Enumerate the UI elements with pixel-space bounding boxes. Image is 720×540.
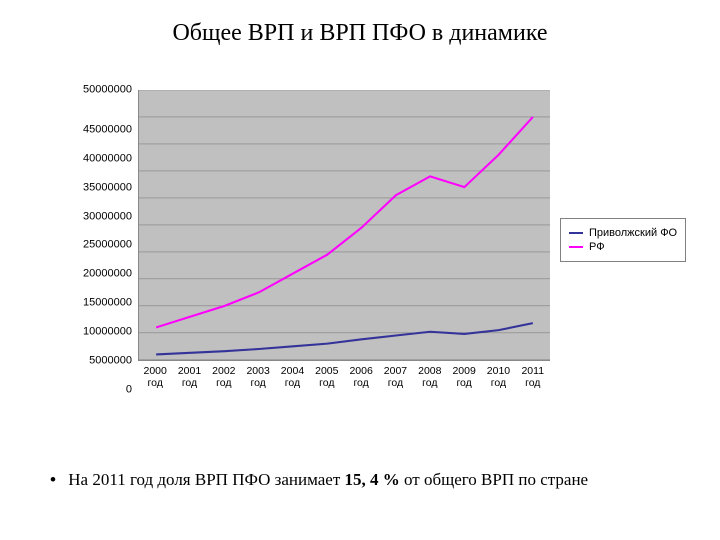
x-tick-label: 2000год [138, 361, 172, 390]
y-tick-label: 25000000 [83, 240, 132, 251]
chart-svg [139, 90, 550, 360]
x-tick-label: 2001год [172, 361, 206, 390]
y-tick-label: 10000000 [83, 327, 132, 338]
legend-inner: Приволжский ФО РФ [560, 218, 686, 262]
footnote-prefix: На 2011 год доля ВРП ПФО занимает [68, 470, 344, 489]
legend-label: РФ [589, 241, 605, 253]
x-tick-label: 2005год [310, 361, 344, 390]
y-tick-label: 50000000 [83, 85, 132, 96]
legend-row: РФ [569, 241, 677, 253]
y-tick-label: 0 [126, 384, 132, 395]
y-tick-label: 5000000 [89, 356, 132, 367]
legend-label: Приволжский ФО [589, 227, 677, 239]
legend-row: Приволжский ФО [569, 227, 677, 239]
footnote-bold: 15, 4 % [345, 470, 400, 489]
y-tick-label: 20000000 [83, 269, 132, 280]
y-tick-label: 35000000 [83, 182, 132, 193]
y-tick-label: 40000000 [83, 153, 132, 164]
chart-container: 5000000045000000400000003500000030000000… [70, 90, 670, 390]
legend-swatch [569, 232, 583, 234]
y-tick-label: 45000000 [83, 124, 132, 135]
x-tick-label: 2011год [516, 361, 550, 390]
x-axis: 2000год2001год2002год2003год2004год2005г… [138, 361, 550, 390]
footnote-suffix: от общего ВРП по стране [400, 470, 588, 489]
x-tick-label: 2004год [275, 361, 309, 390]
legend: Приволжский ФОРФ [560, 90, 670, 390]
y-axis: 5000000045000000400000003500000030000000… [70, 90, 138, 390]
y-tick-label: 15000000 [83, 298, 132, 309]
x-tick-label: 2002год [207, 361, 241, 390]
bullet-icon: • [50, 470, 64, 490]
x-tick-label: 2006год [344, 361, 378, 390]
x-tick-label: 2010год [481, 361, 515, 390]
footnote: • На 2011 год доля ВРП ПФО занимает 15, … [50, 470, 670, 490]
plot-area [138, 90, 550, 361]
x-tick-label: 2008год [413, 361, 447, 390]
y-tick-label: 30000000 [83, 211, 132, 222]
x-tick-label: 2009год [447, 361, 481, 390]
legend-swatch [569, 246, 583, 248]
x-tick-label: 2003год [241, 361, 275, 390]
x-tick-label: 2007год [378, 361, 412, 390]
page-title: Общее ВРП и ВРП ПФО в динамике [0, 0, 720, 47]
